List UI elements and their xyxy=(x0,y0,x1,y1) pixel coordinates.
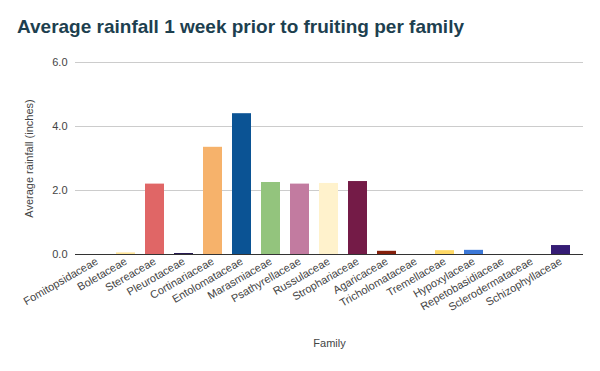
html-text:Average rainfall 1 week prior: Average rainfall 1 week prior to fruitin… xyxy=(17,16,464,37)
svg-text:Tremellaceae: Tremellaceae xyxy=(384,254,448,299)
svg-text:Psathyrellaceae: Psathyrellaceae xyxy=(229,254,303,305)
svg-text:Boletaceae: Boletaceae xyxy=(75,254,129,293)
svg-text:Stereaceae: Stereaceae xyxy=(103,254,158,294)
svg-text:Family: Family xyxy=(313,337,346,349)
svg-text:6.0: 6.0 xyxy=(52,56,67,68)
svg-text:Strophariaceae: Strophariaceae xyxy=(290,254,361,303)
svg-text:Entolomataceae: Entolomataceae xyxy=(169,254,245,305)
svg-text:Marasmiaceae: Marasmiaceae xyxy=(205,254,274,302)
svg-text:Russulaceae: Russulaceae xyxy=(270,254,332,298)
svg-text:Average rainfall (inches): Average rainfall (inches) xyxy=(23,99,35,217)
svg-text:Pleurotaceae: Pleurotaceae xyxy=(124,254,187,298)
svg-text:Tricholomataceae: Tricholomataceae xyxy=(337,254,419,309)
svg-text:Hypoxylaceae: Hypoxylaceae xyxy=(410,254,477,300)
svg-text:0.0: 0.0 xyxy=(52,248,67,260)
svg-text:Agaricaceae: Agaricaceae xyxy=(330,254,390,296)
svg-text:Schizophyllaceae: Schizophyllaceae xyxy=(484,255,564,308)
svg-text:2.0: 2.0 xyxy=(52,184,67,196)
svg-text:Fomitopsidaceae: Fomitopsidaceae xyxy=(21,254,100,308)
svg-text:Cortinariaceae: Cortinariaceae xyxy=(147,254,216,302)
svg-text:4.0: 4.0 xyxy=(52,120,67,132)
svg-text:Sclerodermataceae: Sclerodermataceae xyxy=(446,254,535,313)
svg-text:Repetobasidiaceae: Repetobasidiaceae xyxy=(418,254,506,313)
